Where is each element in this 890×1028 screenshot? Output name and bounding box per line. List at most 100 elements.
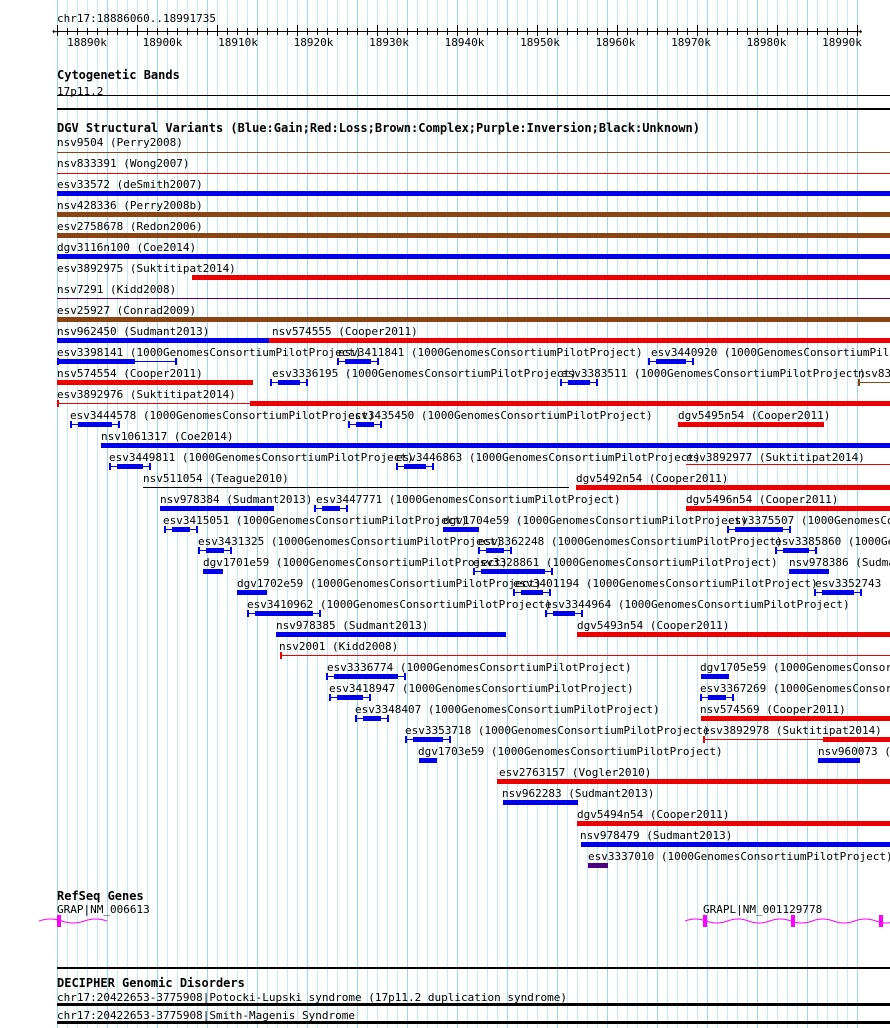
variant-line[interactable] xyxy=(57,173,890,174)
variant-label[interactable]: esv3444578 (1000GenomesConsortiumPilotPr… xyxy=(70,409,375,422)
gene-model-glyph[interactable] xyxy=(39,912,107,928)
variant-bar[interactable] xyxy=(57,359,135,364)
variant-label[interactable]: nsv9504 (Perry2008) xyxy=(57,136,183,149)
variant-bar[interactable] xyxy=(656,359,686,364)
variant-label[interactable]: esv3385860 (1000GenomesConsortiumPilotPr… xyxy=(775,535,890,548)
gene-model-glyph[interactable] xyxy=(685,912,890,928)
variant-label[interactable]: dgv5495n54 (Cooper2011) xyxy=(678,409,831,422)
variant-bar[interactable] xyxy=(322,506,340,511)
variant-bar[interactable] xyxy=(678,422,824,427)
variant-label[interactable]: esv33572 (deSmith2007) xyxy=(57,178,203,191)
variant-label[interactable]: esv3336195 (1000GenomesConsortiumPilotPr… xyxy=(272,367,577,380)
variant-label[interactable]: esv3344964 (1000GenomesConsortiumPilotPr… xyxy=(545,598,850,611)
variant-label[interactable]: esv3892975 (Suktitipat2014) xyxy=(57,262,236,275)
variant-label[interactable]: esv2763157 (Vogler2010) xyxy=(499,766,652,779)
variant-label[interactable]: nsv978479 (Sudmant2013) xyxy=(580,829,733,842)
variant-bar[interactable] xyxy=(701,674,729,679)
variant-label[interactable]: esv3328861 (1000GenomesConsortiumPilotPr… xyxy=(473,556,778,569)
variant-bar[interactable] xyxy=(334,674,398,679)
variant-bar[interactable] xyxy=(363,716,381,721)
variant-label[interactable]: esv3336774 (1000GenomesConsortiumPilotPr… xyxy=(327,661,632,674)
variant-bar[interactable] xyxy=(686,506,890,511)
variant-bar[interactable] xyxy=(521,590,543,595)
decipher-label[interactable]: chr17:20422653-3775908|Potocki-Lupski sy… xyxy=(57,991,567,1004)
variant-bar[interactable] xyxy=(708,695,726,700)
variant-bar[interactable] xyxy=(356,422,374,427)
variant-bar[interactable] xyxy=(735,527,783,532)
variant-label[interactable]: nsv7291 (Kidd2008) xyxy=(57,283,177,296)
variant-label[interactable]: esv3348407 (1000GenomesConsortiumPilotPr… xyxy=(355,703,660,716)
variant-bar[interactable] xyxy=(419,758,437,763)
variant-label[interactable]: esv3418947 (1000GenomesConsortiumPilotPr… xyxy=(329,682,634,695)
gene-label[interactable]: GRAPL|NM_001129778 xyxy=(703,903,823,916)
variant-bar[interactable] xyxy=(237,590,267,595)
variant-label[interactable]: esv3892976 (Suktitipat2014) xyxy=(57,388,236,401)
variant-bar[interactable] xyxy=(206,548,224,553)
variant-bar[interactable] xyxy=(255,611,313,616)
variant-label[interactable]: nsv511054 (Teague2010) xyxy=(143,472,289,485)
variant-label[interactable]: nsv574555 (Cooper2011) xyxy=(272,325,418,338)
variant-bar[interactable] xyxy=(57,338,269,343)
variant-bar[interactable] xyxy=(497,779,890,784)
variant-bar[interactable] xyxy=(276,632,506,637)
variant-label[interactable]: esv3440920 (1000GenomesConsortiumPilotPr… xyxy=(651,346,890,359)
variant-label[interactable]: esv3375507 (1000GenomesConsortiumPilotPr… xyxy=(728,514,890,527)
variant-bar[interactable] xyxy=(783,548,809,553)
variant-label[interactable]: esv3398141 (1000GenomesConsortiumPilotPr… xyxy=(57,346,362,359)
variant-label[interactable]: dgv5496n54 (Cooper2011) xyxy=(686,493,839,506)
variant-label[interactable]: esv3353718 (1000GenomesConsortiumPilotPr… xyxy=(405,724,710,737)
variant-label[interactable]: nsv833... xyxy=(858,367,890,380)
variant-bar[interactable] xyxy=(701,716,890,721)
variant-bar[interactable] xyxy=(345,359,371,364)
variant-bar[interactable] xyxy=(278,380,300,385)
variant-line[interactable] xyxy=(703,739,823,740)
variant-label[interactable]: esv3415051 (1000GenomesConsortiumPilotPr… xyxy=(163,514,468,527)
variant-bar[interactable] xyxy=(203,569,223,574)
variant-bar[interactable] xyxy=(78,422,112,427)
variant-label[interactable]: esv3892978 (Suktitipat2014) xyxy=(703,724,882,737)
variant-label[interactable]: nsv2001 (Kidd2008) xyxy=(279,640,399,653)
variant-label[interactable]: nsv960073 (Sudmant2013) xyxy=(818,745,890,758)
decipher-bar[interactable] xyxy=(57,1003,890,1006)
variant-label[interactable]: esv3401194 (1000GenomesConsortiumPilotPr… xyxy=(513,577,818,590)
variant-label[interactable]: esv3449811 (1000GenomesConsortiumPilotPr… xyxy=(109,451,414,464)
variant-bar[interactable] xyxy=(577,632,890,637)
variant-bar[interactable] xyxy=(789,569,829,574)
variant-bar[interactable] xyxy=(818,758,860,763)
variant-line[interactable] xyxy=(686,464,890,465)
variant-label[interactable]: nsv1061317 (Coe2014) xyxy=(101,430,234,443)
variant-label[interactable]: esv3367269 (1000GenomesConsortiumPilotPr… xyxy=(700,682,890,695)
variant-bar[interactable] xyxy=(823,737,890,742)
variant-label[interactable]: dgv5493n54 (Cooper2011) xyxy=(577,619,730,632)
variant-bar[interactable] xyxy=(192,275,890,280)
variant-bar[interactable] xyxy=(101,443,890,448)
variant-label[interactable]: nsv428336 (Perry2008b) xyxy=(57,199,203,212)
variant-line[interactable] xyxy=(57,152,890,153)
variant-label[interactable]: dgv3116n100 (Coe2014) xyxy=(57,241,197,254)
variant-line[interactable] xyxy=(143,487,569,488)
decipher-label[interactable]: chr17:20422653-3775908|Smith-Magenis Syn… xyxy=(57,1009,356,1022)
variant-bar[interactable] xyxy=(486,548,504,553)
variant-bar[interactable] xyxy=(588,863,608,868)
variant-label[interactable]: esv3435450 (1000GenomesConsortiumPilotPr… xyxy=(348,409,653,422)
variant-label[interactable]: esv3337010 (1000GenomesConsortiumPilotPr… xyxy=(588,850,890,863)
variant-bar[interactable] xyxy=(413,737,443,742)
variant-label[interactable]: nsv978384 (Sudmant2013) xyxy=(160,493,313,506)
variant-label[interactable]: dgv1705e59 (1000GenomesConsortiumPilotPr… xyxy=(700,661,890,674)
variant-label[interactable]: nsv833391 (Wong2007) xyxy=(57,157,190,170)
variant-bar[interactable] xyxy=(822,590,854,595)
variant-label[interactable]: esv2758678 (Redon2006) xyxy=(57,220,203,233)
variant-label[interactable]: esv3410962 (1000GenomesConsortiumPilotPr… xyxy=(247,598,552,611)
variant-line[interactable] xyxy=(281,655,890,656)
variant-label[interactable]: nsv574569 (Cooper2011) xyxy=(700,703,846,716)
variant-bar[interactable] xyxy=(57,254,890,259)
variant-label[interactable]: esv3447771 (1000GenomesConsortiumPilotPr… xyxy=(316,493,621,506)
variant-bar[interactable] xyxy=(57,233,890,238)
variant-label[interactable]: esv3431325 (1000GenomesConsortiumPilotPr… xyxy=(198,535,503,548)
variant-label[interactable]: nsv978385 (Sudmant2013) xyxy=(276,619,429,632)
variant-bar[interactable] xyxy=(443,527,479,532)
variant-bar[interactable] xyxy=(581,842,890,847)
variant-bar[interactable] xyxy=(250,401,890,406)
variant-bar[interactable] xyxy=(577,821,890,826)
variant-bar[interactable] xyxy=(503,800,578,805)
